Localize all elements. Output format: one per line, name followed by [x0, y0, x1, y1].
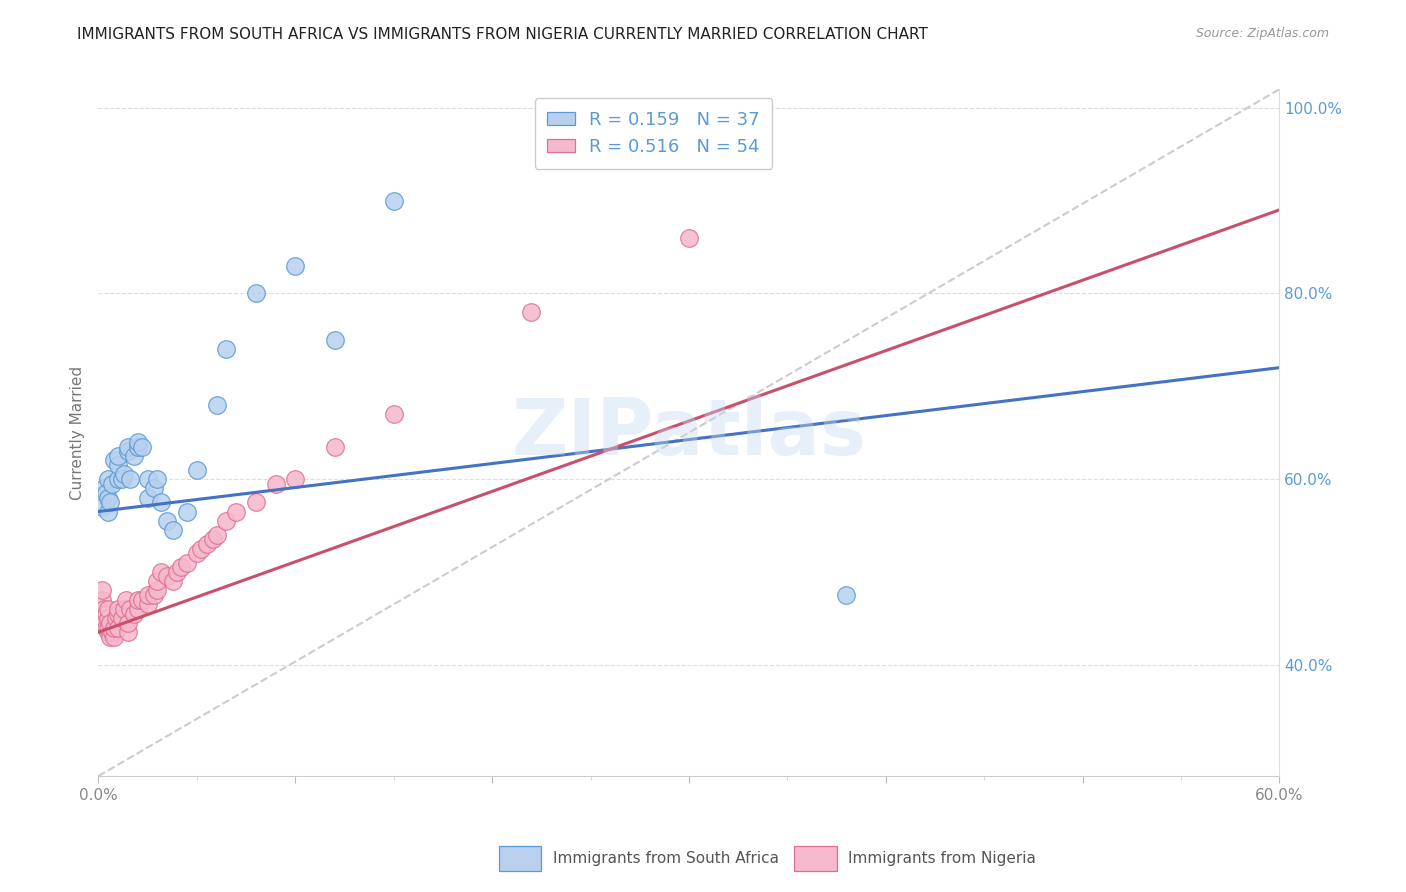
Point — [97, 621, 120, 635]
Point — [117, 444, 139, 458]
Point — [98, 630, 121, 644]
Text: Immigrants from Nigeria: Immigrants from Nigeria — [848, 851, 1036, 865]
Point — [122, 449, 145, 463]
Point — [520, 305, 543, 319]
Point — [103, 621, 125, 635]
Point — [156, 514, 179, 528]
Point — [107, 602, 129, 616]
Point — [96, 621, 118, 635]
Point — [245, 286, 267, 301]
Point — [111, 611, 134, 625]
Point — [150, 495, 173, 509]
Point — [215, 514, 238, 528]
Point — [678, 230, 700, 244]
Point — [156, 569, 179, 583]
Point — [93, 602, 115, 616]
Text: ZIPatlas: ZIPatlas — [512, 394, 866, 471]
Point — [170, 560, 193, 574]
Point — [284, 472, 307, 486]
Point — [107, 449, 129, 463]
Point — [215, 342, 238, 356]
Point — [245, 495, 267, 509]
Point — [162, 574, 184, 588]
Point — [98, 615, 121, 630]
Point — [107, 458, 129, 472]
Point — [103, 453, 125, 467]
Point — [142, 481, 165, 495]
Text: IMMIGRANTS FROM SOUTH AFRICA VS IMMIGRANTS FROM NIGERIA CURRENTLY MARRIED CORREL: IMMIGRANTS FROM SOUTH AFRICA VS IMMIGRAN… — [77, 27, 928, 42]
Point — [835, 588, 858, 602]
Point — [101, 476, 124, 491]
Point — [150, 565, 173, 579]
Point — [117, 615, 139, 630]
Point — [323, 333, 346, 347]
Point — [111, 472, 134, 486]
Point — [117, 440, 139, 454]
Point — [107, 621, 129, 635]
Point — [107, 472, 129, 486]
Point — [103, 630, 125, 644]
Text: Immigrants from South Africa: Immigrants from South Africa — [553, 851, 779, 865]
Point — [91, 592, 114, 607]
Point — [107, 607, 129, 621]
Point — [142, 588, 165, 602]
Y-axis label: Currently Married: Currently Married — [69, 366, 84, 500]
Point — [162, 523, 184, 537]
Point — [382, 407, 405, 421]
Point — [136, 598, 159, 612]
Point — [146, 574, 169, 588]
Point — [93, 481, 115, 495]
Point — [136, 588, 159, 602]
Point — [166, 565, 188, 579]
Point — [205, 527, 228, 541]
Point — [176, 504, 198, 518]
Point — [225, 504, 247, 518]
Point — [127, 434, 149, 449]
Point — [136, 472, 159, 486]
Point — [186, 546, 208, 560]
Point — [186, 463, 208, 477]
Point — [176, 556, 198, 570]
Point — [96, 486, 118, 500]
Point — [195, 537, 218, 551]
Point — [91, 583, 114, 598]
Point — [264, 476, 287, 491]
Point — [205, 398, 228, 412]
Point — [98, 495, 121, 509]
Point — [117, 625, 139, 640]
Text: Source: ZipAtlas.com: Source: ZipAtlas.com — [1195, 27, 1329, 40]
Point — [323, 440, 346, 454]
Point — [105, 611, 128, 625]
Point — [118, 472, 141, 486]
Point — [146, 583, 169, 598]
Point — [201, 533, 224, 547]
Point — [96, 607, 118, 621]
Point — [97, 625, 120, 640]
Point — [91, 500, 114, 514]
Point — [97, 611, 120, 625]
Point — [97, 472, 120, 486]
Point — [122, 607, 145, 621]
Point — [146, 472, 169, 486]
Point — [93, 611, 115, 625]
Point — [131, 440, 153, 454]
Point — [101, 625, 124, 640]
Point — [112, 602, 135, 616]
Point — [97, 504, 120, 518]
Point — [118, 602, 141, 616]
Point — [127, 440, 149, 454]
Point — [131, 592, 153, 607]
Point — [136, 491, 159, 505]
Point — [112, 467, 135, 482]
Point — [97, 491, 120, 505]
Point — [284, 259, 307, 273]
Point — [127, 592, 149, 607]
Point — [382, 194, 405, 208]
Point — [127, 602, 149, 616]
Legend: R = 0.159   N = 37, R = 0.516   N = 54: R = 0.159 N = 37, R = 0.516 N = 54 — [534, 98, 772, 169]
Point — [115, 592, 138, 607]
Point — [97, 602, 120, 616]
Point — [190, 541, 212, 556]
